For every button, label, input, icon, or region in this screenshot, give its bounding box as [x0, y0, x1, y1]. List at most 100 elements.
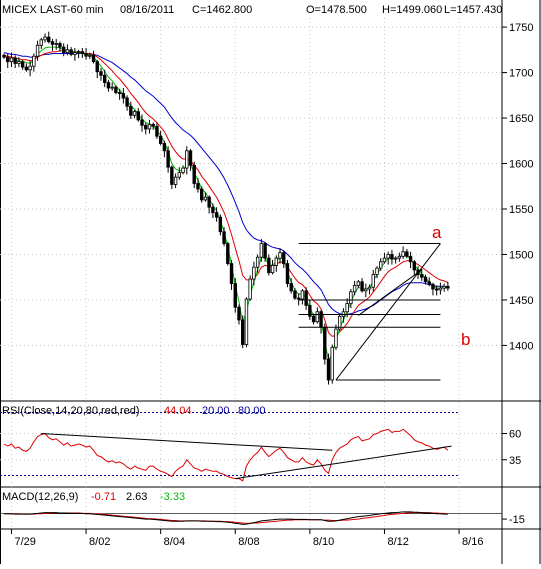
candle-body	[218, 216, 223, 233]
candle-body	[367, 286, 372, 290]
candle-body	[2, 54, 6, 58]
candle	[9, 52, 14, 68]
candle	[121, 88, 126, 104]
rsi-tick-label: 35	[509, 455, 521, 467]
candle-body	[158, 135, 163, 144]
candle-body	[226, 243, 230, 264]
candle-body	[9, 57, 14, 63]
ma-fast-path	[3, 46, 449, 363]
candle-body	[84, 53, 88, 57]
candle-body	[263, 243, 267, 259]
candle	[259, 239, 264, 262]
candle	[73, 48, 77, 61]
candle-body	[170, 166, 174, 185]
candle-body	[13, 57, 17, 64]
candle	[106, 79, 111, 92]
candle	[371, 269, 375, 292]
candle-body	[241, 319, 245, 345]
candle	[349, 289, 353, 309]
candle	[315, 307, 320, 324]
candle-body	[229, 263, 234, 284]
candle-body	[352, 284, 357, 293]
candle-body	[278, 252, 282, 259]
price-trendline	[358, 269, 423, 316]
macd-tick-label: -15	[509, 514, 525, 526]
candle-body	[270, 264, 275, 274]
candle-body	[382, 257, 387, 263]
candle-body	[17, 61, 21, 64]
x-tick-label: 8/16	[462, 536, 483, 548]
candle	[203, 192, 208, 202]
candle-body	[147, 124, 152, 130]
candle	[401, 246, 405, 260]
candle	[408, 251, 413, 269]
candle-body	[401, 251, 405, 257]
candle	[32, 53, 36, 72]
candle-body	[311, 315, 316, 323]
price-tick-label: 1400	[509, 340, 533, 352]
candle	[103, 69, 107, 88]
candle	[431, 282, 435, 296]
ma-mid-path	[3, 50, 449, 337]
candle	[390, 249, 394, 265]
candle	[17, 57, 21, 68]
candle	[24, 63, 29, 72]
candle	[386, 251, 390, 265]
candle	[214, 207, 219, 222]
candle-body	[326, 358, 331, 381]
candle	[13, 55, 17, 69]
candle	[199, 186, 204, 203]
candle	[69, 47, 73, 57]
candle	[125, 95, 129, 111]
candle	[88, 52, 92, 59]
rsi-line	[3, 428, 449, 482]
x-tick-label: 8/04	[164, 536, 185, 548]
x-tick-label: 8/12	[387, 536, 408, 548]
candle-body	[177, 172, 182, 178]
price-trendlines	[298, 243, 441, 381]
price-tick-label: 1700	[509, 68, 533, 80]
candle-body	[259, 243, 264, 258]
candle	[241, 315, 245, 349]
candle	[226, 241, 230, 266]
candle-body	[393, 257, 398, 260]
candle-body	[252, 266, 256, 280]
candle-body	[375, 267, 379, 275]
candle-body	[386, 254, 390, 259]
candle-body	[125, 97, 129, 107]
candle-body	[173, 176, 178, 185]
rsi-trendlines	[41, 433, 452, 480]
candle	[76, 49, 81, 59]
candle-body	[192, 164, 196, 184]
candle	[446, 281, 450, 291]
price-tick-label: 1600	[509, 159, 533, 171]
candle-body	[88, 54, 92, 57]
candle-body	[308, 305, 312, 317]
candle-body	[300, 290, 305, 300]
candle	[218, 214, 223, 236]
price-tick-label: 1450	[509, 295, 533, 307]
candle-body	[427, 281, 431, 285]
candle-body	[140, 119, 144, 126]
candle	[360, 278, 364, 293]
candle	[270, 259, 275, 275]
candle	[420, 269, 424, 281]
candle	[229, 259, 234, 290]
candle	[173, 173, 178, 189]
candle-body	[99, 71, 103, 76]
rsi-levels	[0, 412, 460, 476]
candle	[211, 203, 215, 219]
macd-axis: -15	[502, 514, 525, 526]
candle-body	[405, 251, 409, 257]
candle	[207, 195, 211, 214]
candle	[323, 323, 327, 365]
candle-body	[323, 326, 327, 360]
candle-body	[73, 52, 77, 55]
candle-body	[255, 256, 260, 268]
candle	[91, 50, 96, 64]
candle	[47, 31, 51, 44]
candle-body	[267, 257, 271, 274]
candle	[147, 119, 152, 134]
candle-body	[442, 285, 446, 289]
candle	[308, 299, 312, 320]
